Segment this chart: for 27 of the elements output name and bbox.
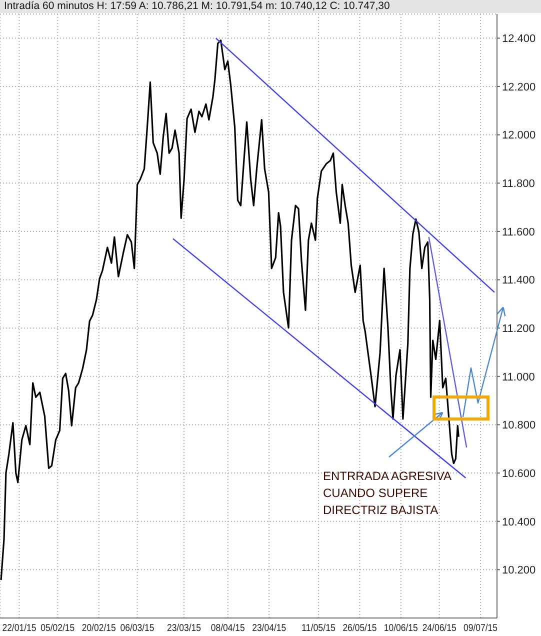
y-tick-label: 12.200 <box>502 81 536 94</box>
x-tick-label: 06/03/15 <box>120 623 160 634</box>
x-tick-label: 26/05/15 <box>342 623 382 634</box>
x-tick-label: 05/02/15 <box>40 623 80 634</box>
y-tick-label: 10.600 <box>502 468 536 480</box>
x-tick-label: 22/01/15 <box>2 623 42 634</box>
y-tick-label: 11.200 <box>502 322 535 335</box>
x-tick-label: 24/06/15 <box>422 623 462 634</box>
x-tick-label: 10/06/15 <box>384 623 423 634</box>
y-tick-label: 11.600 <box>502 226 535 238</box>
y-tick-label: 12.400 <box>502 33 536 46</box>
x-tick-label: 08/04/15 <box>210 623 250 634</box>
y-tick-label: 10.200 <box>502 564 536 577</box>
y-tick-label: 11.800 <box>502 178 535 190</box>
y-tick-label: 12.000 <box>502 130 536 142</box>
line-series <box>0 40 460 581</box>
y-tick-label: 11.400 <box>502 274 535 287</box>
y-tick-label: 10.800 <box>502 420 536 432</box>
x-tick-label: 11/05/15 <box>302 623 340 634</box>
y-tick-label: 11.000 <box>502 371 535 384</box>
x-tick-label: 23/03/15 <box>166 623 206 634</box>
chart-title: Intradía 60 minutos H: 17:59 A: 10.786,21 M: 10.791,54 m: 10.740,12 C: 10.747,30 <box>0 0 541 13</box>
annotation: ENTRRADA AGRESIVA CUANDO SUPERE DIRECTRIZ BAJISTA <box>323 468 452 519</box>
x-tick-label: 09/07/15 <box>464 623 502 634</box>
y-tick-label: 10.400 <box>502 516 536 528</box>
x-tick-label: 20/02/15 <box>82 623 121 634</box>
x-tick-label: 23/04/15 <box>252 623 292 634</box>
